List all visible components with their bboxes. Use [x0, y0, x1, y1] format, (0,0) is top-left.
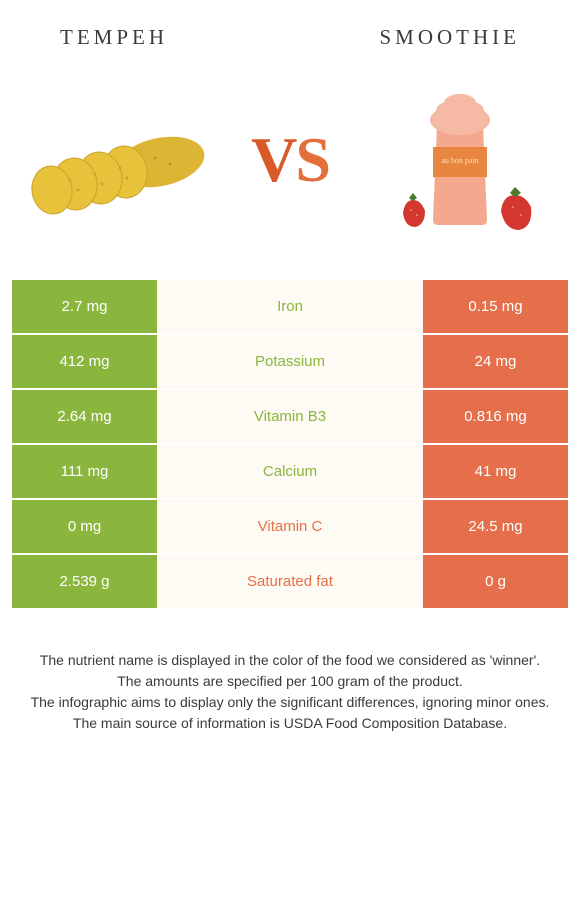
nutrient-name: Iron: [157, 280, 423, 333]
right-value: 0 g: [423, 555, 568, 608]
right-value: 0.816 mg: [423, 390, 568, 443]
left-value: 412 mg: [12, 335, 157, 388]
table-row: 2.64 mg Vitamin B3 0.816 mg: [12, 390, 568, 443]
left-value: 2.539 g: [12, 555, 157, 608]
left-value: 0 mg: [12, 500, 157, 553]
footer-line: The amounts are specified per 100 gram o…: [20, 671, 560, 692]
right-value: 41 mg: [423, 445, 568, 498]
vs-label: VS: [251, 123, 329, 197]
table-row: 2.7 mg Iron 0.15 mg: [12, 280, 568, 333]
left-value: 111 mg: [12, 445, 157, 498]
footer: The nutrient name is displayed in the co…: [0, 610, 580, 734]
footer-line: The main source of information is USDA F…: [20, 713, 560, 734]
nutrition-table: 2.7 mg Iron 0.15 mg 412 mg Potassium 24 …: [0, 260, 580, 608]
table-row: 111 mg Calcium 41 mg: [12, 445, 568, 498]
right-value: 24.5 mg: [423, 500, 568, 553]
left-value: 2.64 mg: [12, 390, 157, 443]
vs-v: V: [251, 124, 295, 195]
title-right: SMOOTHIE: [380, 25, 521, 50]
footer-line: The infographic aims to display only the…: [20, 692, 560, 713]
table-row: 0 mg Vitamin C 24.5 mg: [12, 500, 568, 553]
nutrient-name: Saturated fat: [157, 555, 423, 608]
tempeh-image: [30, 85, 205, 235]
images-row: VS au bon pain: [0, 60, 580, 260]
footer-line: The nutrient name is displayed in the co…: [20, 650, 560, 671]
table-row: 2.539 g Saturated fat 0 g: [12, 555, 568, 608]
title-left: TEMPEH: [60, 25, 168, 50]
nutrient-name: Calcium: [157, 445, 423, 498]
svg-text:au bon pain: au bon pain: [441, 156, 478, 165]
nutrient-name: Vitamin C: [157, 500, 423, 553]
vs-s: S: [295, 124, 329, 195]
header: TEMPEH SMOOTHIE: [0, 0, 580, 60]
right-value: 0.15 mg: [423, 280, 568, 333]
table-row: 412 mg Potassium 24 mg: [12, 335, 568, 388]
left-value: 2.7 mg: [12, 280, 157, 333]
smoothie-image: au bon pain: [375, 85, 550, 235]
right-value: 24 mg: [423, 335, 568, 388]
nutrient-name: Potassium: [157, 335, 423, 388]
nutrient-name: Vitamin B3: [157, 390, 423, 443]
